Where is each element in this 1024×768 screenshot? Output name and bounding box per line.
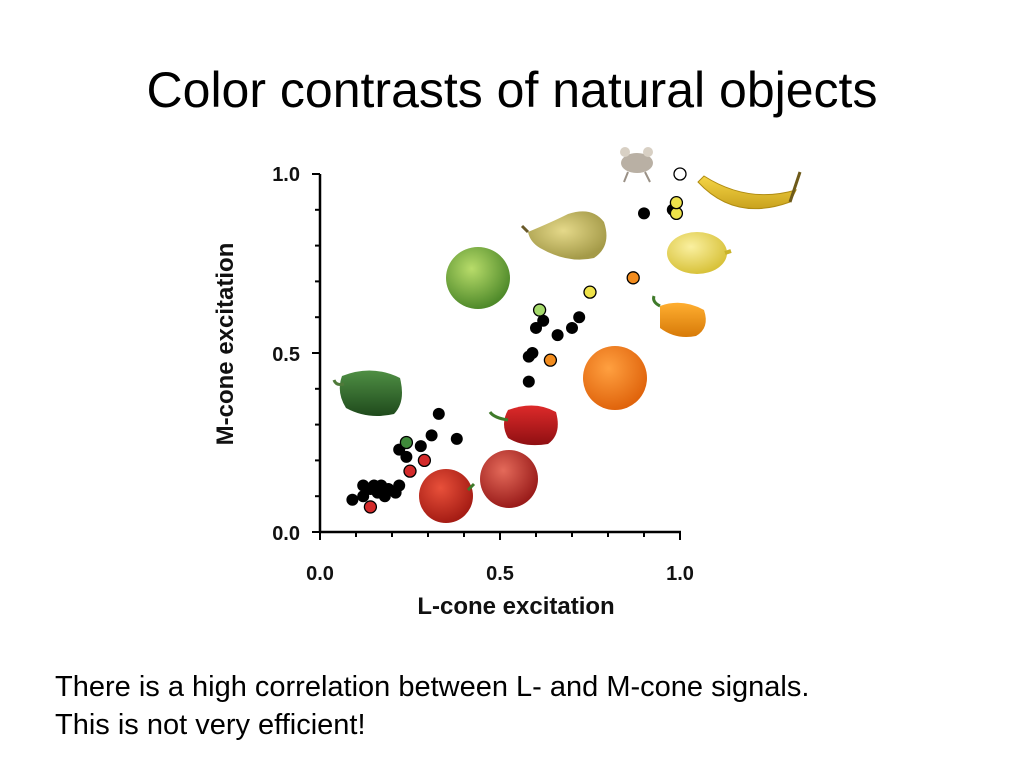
y-tick-label: 0.5 bbox=[272, 344, 300, 366]
body-text: There is a high correlation between L- a… bbox=[55, 668, 809, 744]
data-point bbox=[393, 479, 406, 492]
data-point bbox=[346, 493, 359, 506]
data-point bbox=[583, 285, 597, 299]
y-tick-label: 1.0 bbox=[272, 164, 300, 186]
x-tick-label: 0.5 bbox=[486, 563, 514, 585]
green-pepper-image bbox=[332, 370, 402, 416]
x-axis-label: L-cone excitation bbox=[417, 593, 614, 620]
data-point bbox=[399, 435, 414, 450]
pear-image bbox=[520, 211, 607, 260]
data-points bbox=[346, 167, 687, 514]
banana-image bbox=[697, 171, 802, 210]
data-point bbox=[432, 407, 445, 420]
data-point bbox=[551, 329, 564, 342]
orange-pepper-image bbox=[652, 295, 706, 337]
y-tick-label: 0.0 bbox=[272, 523, 300, 545]
body-line: This is not very efficient! bbox=[55, 709, 366, 741]
data-point bbox=[522, 375, 535, 388]
data-point bbox=[543, 353, 558, 367]
data-point bbox=[400, 450, 413, 463]
chart-axes bbox=[312, 173, 681, 540]
body-line: There is a high correlation between L- a… bbox=[55, 671, 810, 703]
y-axis-label: M-cone excitation bbox=[212, 243, 239, 446]
orange-image bbox=[583, 346, 647, 410]
data-point bbox=[417, 453, 432, 468]
data-point bbox=[537, 314, 550, 327]
data-point bbox=[573, 311, 586, 324]
tomato-image bbox=[419, 469, 476, 523]
x-tick-label: 1.0 bbox=[666, 563, 694, 585]
apple-image bbox=[446, 247, 510, 309]
data-point bbox=[566, 321, 578, 334]
data-point bbox=[526, 347, 539, 359]
data-point bbox=[363, 500, 378, 514]
data-point bbox=[425, 429, 438, 442]
data-point bbox=[673, 167, 687, 181]
data-point bbox=[450, 432, 463, 445]
data-point bbox=[669, 195, 684, 210]
data-point bbox=[403, 464, 417, 478]
data-point bbox=[626, 271, 640, 285]
axis-ticks bbox=[312, 173, 681, 540]
red-apple-image bbox=[480, 450, 538, 508]
data-point bbox=[532, 303, 547, 317]
mouse-image bbox=[620, 147, 653, 183]
red-pepper-image bbox=[488, 405, 558, 446]
x-tick-label: 0.0 bbox=[306, 563, 334, 585]
data-point bbox=[414, 440, 427, 453]
lemon-image bbox=[667, 232, 732, 274]
slide-title: Color contrasts of natural objects bbox=[146, 62, 878, 118]
data-point bbox=[638, 207, 650, 220]
